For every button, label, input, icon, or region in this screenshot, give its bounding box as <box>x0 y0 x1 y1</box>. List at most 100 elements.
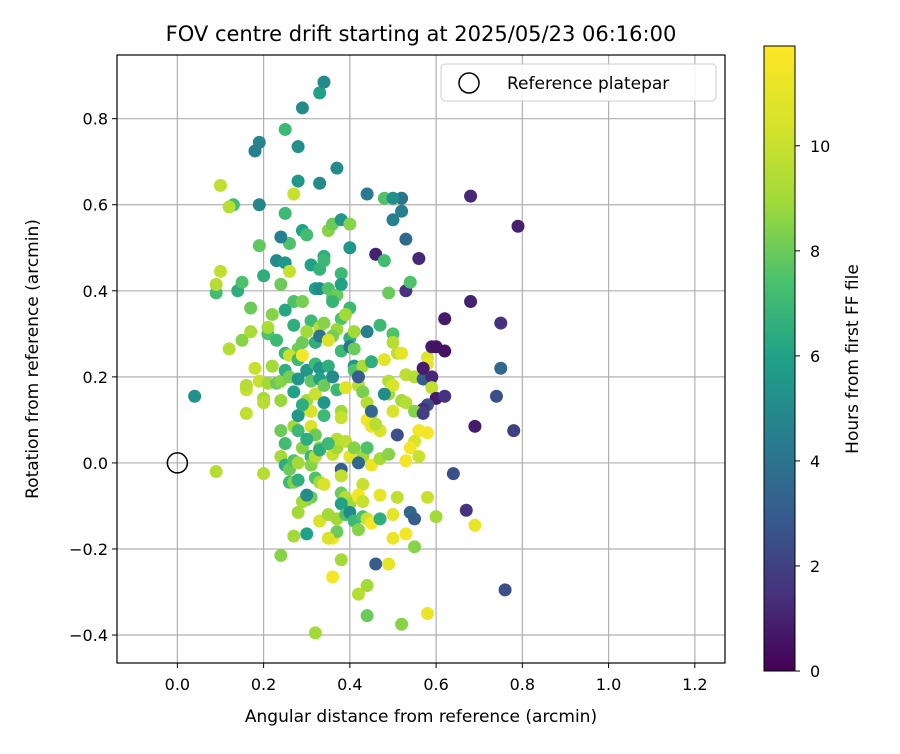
data-point <box>265 359 279 373</box>
data-point <box>321 333 335 347</box>
data-point <box>399 396 413 410</box>
data-point <box>244 301 258 315</box>
legend-open-circle-icon <box>458 72 480 94</box>
data-point <box>291 424 305 438</box>
data-point <box>248 361 262 375</box>
data-point <box>446 467 460 481</box>
colorbar-tick-label: 4 <box>810 452 820 471</box>
y-tick-label: 0.2 <box>83 368 108 387</box>
data-point <box>395 617 409 631</box>
x-tick-label: 1.2 <box>682 675 707 694</box>
data-point <box>364 355 378 369</box>
data-point <box>317 316 331 330</box>
data-point <box>334 267 348 281</box>
data-point <box>282 264 296 278</box>
reference-platepar-marker <box>166 452 189 474</box>
data-point <box>511 219 525 233</box>
data-point <box>321 359 335 373</box>
colorbar-gradient <box>763 45 796 672</box>
data-point <box>295 335 309 349</box>
data-point <box>399 454 413 468</box>
data-point <box>395 204 409 218</box>
data-point <box>507 424 521 438</box>
data-point <box>300 325 314 339</box>
reference-marker <box>166 452 189 474</box>
data-point <box>295 295 309 309</box>
data-point <box>257 467 271 481</box>
data-point <box>317 396 331 410</box>
data-point <box>291 174 305 188</box>
data-point <box>420 490 434 504</box>
data-point <box>334 497 348 511</box>
data-point <box>321 531 335 545</box>
data-point <box>356 385 370 399</box>
data-point <box>360 441 374 455</box>
data-point <box>386 404 400 418</box>
data-point <box>317 477 331 491</box>
data-point <box>339 381 353 395</box>
data-point <box>235 275 249 289</box>
data-point <box>382 447 396 461</box>
data-point <box>291 505 305 519</box>
data-point <box>369 557 383 571</box>
data-point <box>313 86 327 100</box>
data-point <box>438 312 452 326</box>
data-point <box>373 318 387 332</box>
data-point <box>390 428 404 442</box>
data-point <box>377 387 391 401</box>
data-point <box>438 344 452 358</box>
data-point <box>209 277 223 291</box>
x-axis-label: Angular distance from reference (arcmin) <box>245 707 597 727</box>
data-point <box>494 361 508 375</box>
chart-title: FOV centre drift starting at 2025/05/23 … <box>166 22 677 46</box>
x-tick-label: 0.4 <box>337 675 362 694</box>
data-point <box>326 370 340 384</box>
data-point <box>317 378 331 392</box>
x-tick-label: 0.6 <box>423 675 448 694</box>
y-tick-label: 0.0 <box>83 454 108 473</box>
data-point <box>386 213 400 227</box>
legend: Reference platepar <box>440 63 717 102</box>
data-point <box>347 441 361 455</box>
data-point <box>386 508 400 522</box>
data-point <box>188 389 202 403</box>
data-point <box>291 140 305 154</box>
data-point <box>489 389 503 403</box>
colorbar: 0 2 4 6 8 10 Hours from first FF file <box>763 45 863 681</box>
data-point <box>356 495 370 509</box>
data-point <box>291 456 305 470</box>
data-point <box>300 527 314 541</box>
data-point <box>257 396 271 410</box>
data-point <box>244 325 258 339</box>
data-point <box>360 187 374 201</box>
x-axis-ticks: 0.0 0.2 0.4 0.6 0.8 1.0 1.2 <box>165 663 708 694</box>
data-point <box>403 441 417 455</box>
data-point <box>347 342 361 356</box>
data-point <box>464 189 478 203</box>
data-point <box>287 529 301 543</box>
data-point <box>347 325 361 339</box>
data-point <box>270 333 284 347</box>
data-point <box>334 469 348 483</box>
y-tick-label: −0.4 <box>69 626 108 645</box>
colorbar-tick-label: 8 <box>810 242 820 261</box>
data-point <box>321 437 335 451</box>
data-point <box>464 295 478 309</box>
data-point <box>438 389 452 403</box>
colorbar-label: Hours from first FF file <box>843 264 863 454</box>
data-point <box>468 518 482 532</box>
colorbar-ticks: 0 2 4 6 8 10 <box>795 137 830 681</box>
data-point <box>213 178 227 192</box>
data-point <box>399 232 413 246</box>
data-point <box>416 406 430 420</box>
data-point <box>308 387 322 401</box>
data-point <box>248 144 262 158</box>
y-axis-ticks: −0.4 −0.2 0.0 0.2 0.4 0.6 0.8 <box>69 110 117 645</box>
legend-entry-label: Reference platepar <box>507 74 669 94</box>
data-point <box>313 176 327 190</box>
data-point <box>222 342 236 356</box>
data-point <box>339 307 353 321</box>
data-point <box>364 404 378 418</box>
data-point <box>300 432 314 446</box>
